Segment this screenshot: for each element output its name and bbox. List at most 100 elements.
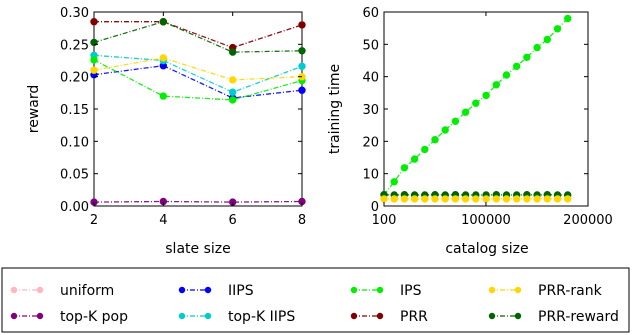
data-point-prr-rank: [410, 195, 419, 203]
legend-marker: [350, 312, 358, 320]
data-point-prr-rank: [492, 195, 500, 203]
data-point-ips: [390, 178, 398, 186]
data-point-prr-rank: [421, 195, 429, 203]
legend-label: top-K pop: [60, 309, 128, 325]
left-plot-frame: [93, 11, 303, 207]
legend-marker: [178, 286, 186, 294]
legend-label: PRR-rank: [538, 283, 603, 299]
data-point-ips: [553, 25, 562, 33]
y-tick-label: 0.20: [60, 71, 89, 86]
data-point-ips: [502, 71, 511, 79]
legend-marker: [36, 312, 44, 320]
x-tick-label: 100000: [461, 213, 511, 228]
data-point-ips: [492, 81, 500, 89]
series-line-prr-reward: [93, 21, 303, 53]
legend-frame: [1, 267, 630, 333]
data-point-prr-rank: [451, 195, 460, 203]
data-point-prr-rank: [564, 195, 572, 203]
y-tick-label: 40: [362, 71, 379, 86]
data-point-ips: [431, 136, 439, 144]
series-line-ips: [93, 59, 303, 101]
x-tick-label: 8: [298, 213, 306, 228]
legend-label: PRR-reward: [538, 309, 619, 325]
data-point-prr-rank: [513, 195, 521, 203]
y-tick-label: 50: [362, 38, 379, 53]
legend-label: PRR: [400, 309, 428, 325]
legend-label: IIPS: [228, 283, 254, 299]
data-point-prr-reward: [298, 47, 306, 55]
y-tick-label: 30: [362, 103, 379, 118]
legend-item-ips: IPS: [350, 283, 422, 299]
y-tick-label: 0.15: [60, 103, 89, 118]
data-point-prr-reward: [229, 48, 237, 56]
x-tick-label: 200000: [563, 213, 613, 228]
series-line-prr: [94, 21, 303, 49]
data-point-ips: [421, 145, 429, 154]
data-point-ips: [410, 155, 419, 163]
legend-marker: [178, 312, 186, 320]
y-tick-label: 0.00: [60, 200, 89, 215]
series-line-prr-rank: [93, 57, 303, 81]
data-point-prr-rank: [159, 54, 168, 62]
y-tick-label: 0.10: [60, 135, 89, 150]
data-point-prr-rank: [553, 195, 562, 203]
legend-item-prr-reward: PRR-reward: [488, 309, 619, 325]
legend-marker: [488, 286, 496, 294]
data-point-prr-rank: [461, 195, 470, 203]
data-point-ips: [461, 108, 470, 116]
data-point-ips: [159, 92, 168, 100]
right-y-axis-label: training time: [327, 64, 343, 154]
data-point-ips: [533, 43, 541, 52]
legend-item-iips: IIPS: [178, 283, 254, 299]
x-tick-label: 100: [372, 213, 397, 228]
data-point-prr-rank: [472, 195, 480, 203]
legend-marker: [488, 312, 496, 320]
legend-label: IPS: [400, 283, 422, 299]
data-point-prr-rank: [400, 195, 409, 203]
data-point-top-k-iips: [298, 62, 306, 71]
data-point-prr-rank: [523, 195, 531, 203]
data-point-ips: [523, 53, 531, 61]
legend-marker: [350, 286, 358, 294]
y-tick-label: 20: [362, 135, 379, 150]
series-line-top-k-iips: [93, 54, 303, 93]
legend-marker: [36, 286, 44, 294]
x-tick-label: 6: [229, 213, 237, 228]
data-point-ips: [513, 62, 521, 71]
legend-marker: [10, 312, 18, 320]
y-tick-label: 0: [371, 200, 379, 215]
data-point-ips: [482, 91, 490, 100]
legend-marker: [10, 286, 18, 294]
y-tick-label: 60: [362, 6, 379, 21]
left-y-axis-label: reward: [26, 85, 42, 134]
legend-marker: [204, 286, 212, 294]
data-point-top-k-iips: [229, 88, 237, 96]
legend-marker: [514, 286, 522, 294]
y-tick-label: 0.05: [60, 168, 89, 183]
data-point-prr-rank: [543, 195, 551, 203]
data-point-iips: [298, 86, 306, 94]
series-line-top-k-pop: [93, 200, 303, 203]
data-point-ips: [229, 96, 237, 104]
data-point-prr-rank: [441, 195, 449, 203]
right-plot-frame: [383, 11, 589, 207]
y-tick-label: 0.25: [60, 38, 89, 53]
series-line-iips: [93, 65, 303, 99]
legend-label: top-K IIPS: [228, 309, 295, 325]
data-point-prr: [90, 18, 98, 26]
legend-item-uniform: uniform: [10, 283, 114, 299]
left-x-axis-label: slate size: [165, 241, 230, 257]
data-point-prr-rank: [431, 195, 439, 203]
x-tick-label: 2: [90, 213, 98, 228]
data-point-ips: [400, 164, 409, 172]
legend-marker: [514, 312, 522, 320]
data-point-ips: [90, 56, 98, 64]
legend-item-top-k-pop: top-K pop: [10, 309, 128, 325]
legend-item-top-k-iips: top-K IIPS: [178, 309, 295, 325]
data-point-prr-rank: [90, 66, 98, 74]
right-x-axis-label: catalog size: [445, 241, 528, 257]
data-point-prr-rank: [229, 76, 237, 84]
data-point-prr-reward: [159, 18, 168, 26]
legend-marker: [376, 312, 384, 320]
data-point-ips: [543, 35, 551, 44]
